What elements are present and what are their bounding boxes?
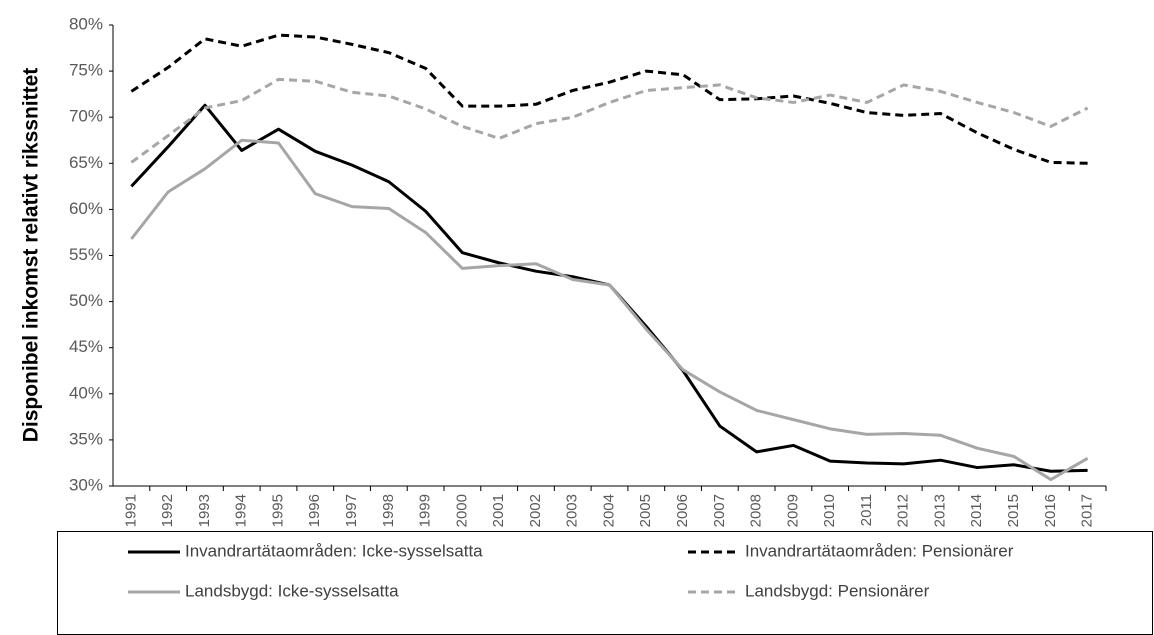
y-tick-label: 60% <box>69 199 103 218</box>
y-tick-label: 70% <box>69 107 103 126</box>
x-tick-label: 2006 <box>674 494 691 527</box>
series-line <box>130 77 1089 164</box>
y-tick-label: 30% <box>69 475 103 494</box>
x-tick-label: 2008 <box>748 494 765 527</box>
series-line <box>130 33 1088 165</box>
x-tick-label: 1991 <box>122 494 139 527</box>
y-axis-label: Disponibel inkomst relativt rikssnittet <box>20 68 43 443</box>
x-tick-label: 1995 <box>269 494 286 527</box>
x-tick-label: 1998 <box>380 494 397 527</box>
y-tick-label: 65% <box>69 153 103 172</box>
x-tick-label: 2003 <box>564 494 581 527</box>
x-tick-label: 2014 <box>968 494 985 527</box>
x-tick-label: 2002 <box>527 494 544 527</box>
x-tick-label: 2017 <box>1079 494 1096 527</box>
legend-label: Invandrartätaområden: Icke-sysselsatta <box>185 541 483 560</box>
x-tick-label: 1992 <box>159 494 176 527</box>
y-tick-label: 50% <box>69 291 103 310</box>
x-tick-label: 1997 <box>343 494 360 527</box>
y-tick-label: 45% <box>69 337 103 356</box>
x-tick-label: 2000 <box>453 494 470 527</box>
legend-label: Invandrartätaområden: Pensionärer <box>745 541 1014 560</box>
x-tick-label: 2011 <box>858 494 875 526</box>
x-tick-label: 2013 <box>931 494 948 527</box>
y-tick-label: 80% <box>69 14 103 33</box>
x-tick-label: 1993 <box>196 494 213 527</box>
x-tick-label: 1999 <box>417 494 434 527</box>
y-tick-label: 40% <box>69 383 103 402</box>
x-tick-label: 1996 <box>306 494 323 527</box>
y-tick-label: 75% <box>69 61 103 80</box>
x-tick-label: 2001 <box>490 494 507 527</box>
x-tick-label: 2005 <box>637 494 654 527</box>
x-tick-label: 2004 <box>600 494 617 527</box>
series-line <box>130 103 1088 473</box>
x-tick-label: 1994 <box>233 494 250 527</box>
legend-label: Landsbygd: Icke-sysselsatta <box>185 581 399 600</box>
series-line <box>130 138 1089 482</box>
x-tick-label: 2016 <box>1042 494 1059 527</box>
x-tick-label: 2007 <box>711 494 728 527</box>
x-tick-label: 2012 <box>895 494 912 527</box>
x-tick-label: 2010 <box>821 494 838 527</box>
y-tick-label: 35% <box>69 429 103 448</box>
y-tick-label: 55% <box>69 245 103 264</box>
legend-label: Landsbygd: Pensionärer <box>745 581 930 600</box>
x-tick-label: 2015 <box>1005 494 1022 527</box>
x-tick-label: 2009 <box>784 494 801 527</box>
